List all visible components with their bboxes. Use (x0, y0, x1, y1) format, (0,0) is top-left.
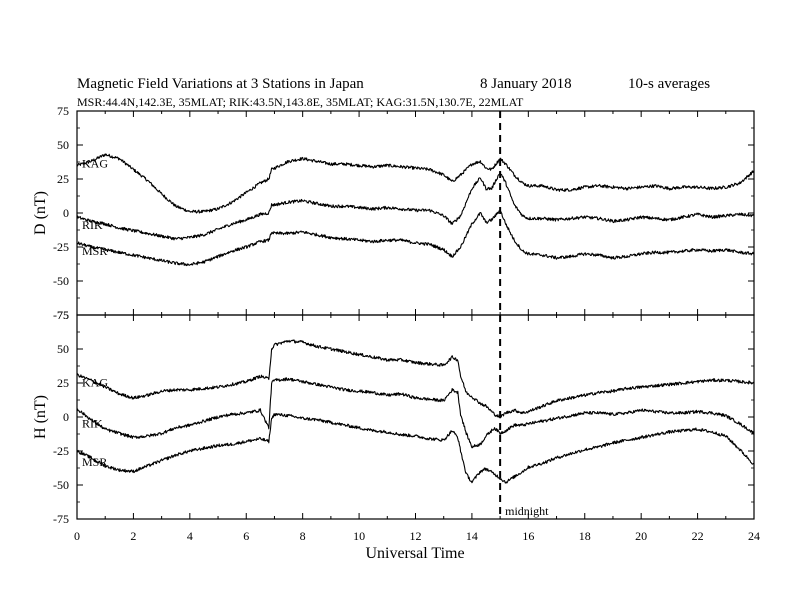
series-label-RIK: RIK (82, 218, 103, 232)
x-tick-label: 10 (353, 529, 365, 543)
x-tick-label: 22 (692, 529, 704, 543)
y-tick-label: 25 (57, 376, 69, 390)
y-tick-label: -75 (53, 512, 69, 526)
y-tick-label: -75 (53, 308, 69, 322)
series-label-KAG: KAG (82, 375, 108, 389)
y-axis-label: D (nT) (32, 191, 49, 235)
series-label-MSR: MSR (82, 244, 107, 258)
x-tick-label: 24 (748, 529, 760, 543)
y-axis-label: H (nT) (32, 395, 49, 439)
x-tick-label: 8 (300, 529, 306, 543)
x-tick-label: 18 (579, 529, 591, 543)
y-tick-label: 0 (63, 206, 69, 220)
panel-D: 75 50 25 0 -25 -50 -75 D (nT) KAG RIK MSR (32, 104, 755, 322)
series-line-MSR (77, 413, 754, 484)
chart-date: 8 January 2018 (480, 76, 572, 92)
y-tick-label: 50 (57, 138, 69, 152)
x-tick-label: 4 (187, 529, 193, 543)
y-tick-label: 50 (57, 342, 69, 356)
series-label-MSR: MSR (82, 455, 107, 469)
series-label-KAG: KAG (82, 156, 108, 170)
x-tick-label: 16 (522, 529, 534, 543)
midnight-label: midnight (505, 504, 549, 518)
x-tick-label: 0 (74, 529, 80, 543)
y-tick-label: 75 (57, 104, 69, 118)
series-line-KAG (76, 339, 755, 419)
y-tick-label: -50 (53, 274, 69, 288)
chart-title: Magnetic Field Variations at 3 Stations … (77, 76, 364, 92)
x-tick-label: 14 (466, 529, 478, 543)
panel-frame (76, 314, 755, 520)
x-tick-label: 2 (130, 529, 136, 543)
series-label-RIK: RIK (82, 417, 103, 431)
y-tick-label: -50 (53, 478, 69, 492)
series-line-RIK (76, 377, 755, 449)
chart-cadence: 10-s averages (628, 76, 710, 92)
x-tick-label: 20 (635, 529, 647, 543)
panel-frame (76, 110, 755, 316)
x-axis-label: Universal Time (365, 545, 464, 562)
chart-subtitle: MSR:44.4N,142.3E, 35MLAT; RIK:43.5N,143.… (77, 95, 524, 109)
panels: 75 50 25 0 -25 -50 -75 D (nT) KAG RIK MSR 75 50 25 0 -2… (32, 104, 760, 543)
y-tick-label: 0 (63, 410, 69, 424)
series-line-KAG (76, 153, 755, 214)
y-tick-label: -25 (53, 444, 69, 458)
y-tick-label: -25 (53, 240, 69, 254)
y-tick-label: 75 (57, 308, 69, 322)
series-line-RIK (76, 171, 755, 241)
y-tick-label: 25 (57, 172, 69, 186)
series-line-MSR (76, 210, 755, 267)
x-tick-label: 6 (243, 529, 249, 543)
x-tick-label: 12 (410, 529, 422, 543)
